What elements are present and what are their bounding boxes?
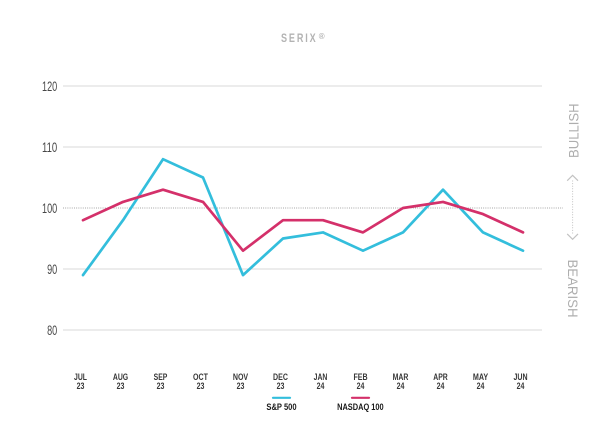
svg-text:24: 24 (357, 381, 365, 391)
svg-text:MAY: MAY (473, 372, 488, 382)
svg-text:24: 24 (397, 381, 405, 391)
svg-text:JUL: JUL (74, 372, 87, 382)
svg-text:NASDAQ 100: NASDAQ 100 (337, 402, 384, 412)
svg-text:NOV: NOV (233, 372, 248, 382)
svg-text:23: 23 (117, 381, 125, 391)
svg-text:BEARISH: BEARISH (565, 260, 581, 318)
svg-text:23: 23 (77, 381, 85, 391)
svg-text:DEC: DEC (273, 372, 288, 382)
svg-text:110: 110 (42, 139, 57, 155)
svg-text:SEP: SEP (154, 372, 168, 382)
svg-text:FEB: FEB (353, 372, 367, 382)
svg-text:24: 24 (517, 381, 525, 391)
svg-text:APR: APR (433, 372, 448, 382)
svg-text:90: 90 (47, 261, 57, 277)
svg-text:®: ® (319, 32, 325, 41)
svg-text:23: 23 (277, 381, 285, 391)
svg-text:80: 80 (47, 322, 57, 338)
svg-text:120: 120 (42, 78, 57, 94)
svg-text:24: 24 (477, 381, 485, 391)
svg-text:OCT: OCT (193, 372, 208, 382)
svg-text:BULLISH: BULLISH (566, 103, 582, 158)
svg-text:SERIX: SERIX (281, 31, 318, 45)
svg-text:MAR: MAR (393, 372, 409, 382)
svg-text:S&P 500: S&P 500 (266, 402, 296, 412)
svg-text:24: 24 (437, 381, 445, 391)
svg-text:24: 24 (317, 381, 325, 391)
svg-text:23: 23 (197, 381, 205, 391)
svg-text:23: 23 (157, 381, 165, 391)
svg-text:AUG: AUG (113, 372, 128, 382)
svg-text:23: 23 (237, 381, 245, 391)
svg-text:100: 100 (42, 200, 57, 216)
svg-text:JUN: JUN (513, 372, 527, 382)
svg-text:JAN: JAN (314, 372, 328, 382)
